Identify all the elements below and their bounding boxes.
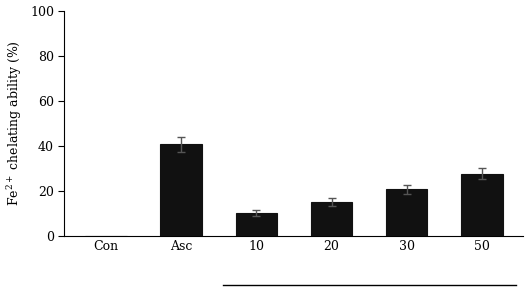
Bar (235, 213, 277, 236)
Y-axis label: Fe$^{2+}$ chelating ability (%): Fe$^{2+}$ chelating ability (%) (6, 40, 24, 206)
Bar (311, 202, 352, 236)
Bar (461, 174, 503, 236)
Bar (160, 144, 202, 236)
Bar (386, 189, 427, 236)
